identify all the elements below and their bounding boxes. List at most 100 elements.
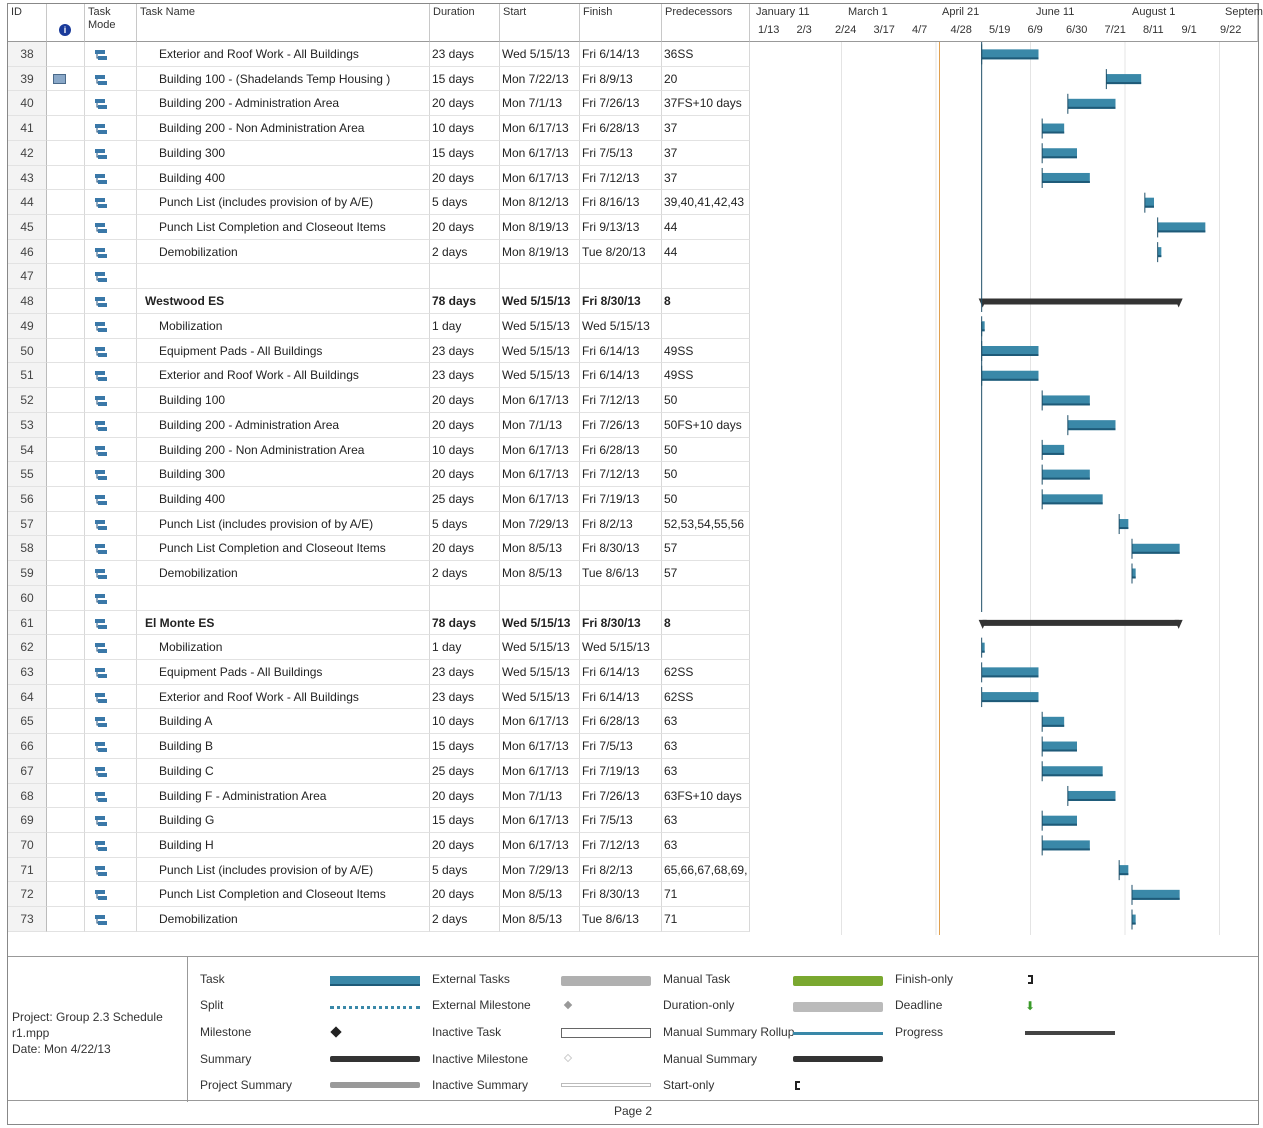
row-predecessors[interactable]: 20 bbox=[662, 66, 750, 92]
row-indicators[interactable] bbox=[47, 734, 85, 759]
row-indicators[interactable] bbox=[47, 857, 85, 883]
row-id[interactable]: 54 bbox=[8, 437, 47, 463]
row-finish[interactable] bbox=[580, 585, 662, 611]
row-task-mode[interactable] bbox=[85, 363, 137, 389]
row-task-name[interactable]: Building 400 bbox=[137, 165, 430, 191]
row-task-mode[interactable] bbox=[85, 289, 137, 314]
row-id[interactable]: 66 bbox=[8, 734, 47, 759]
row-start[interactable]: Wed 5/15/13 bbox=[500, 635, 580, 660]
row-indicators[interactable] bbox=[47, 585, 85, 611]
row-start[interactable]: Mon 6/17/13 bbox=[500, 116, 580, 141]
row-id[interactable]: 68 bbox=[8, 783, 47, 809]
row-predecessors[interactable]: 44 bbox=[662, 215, 750, 240]
row-id[interactable]: 60 bbox=[8, 585, 47, 611]
row-id[interactable]: 53 bbox=[8, 412, 47, 438]
row-predecessors[interactable]: 71 bbox=[662, 882, 750, 908]
row-indicators[interactable] bbox=[47, 239, 85, 265]
row-task-name[interactable]: Equipment Pads - All Buildings bbox=[137, 338, 430, 364]
row-predecessors[interactable]: 8 bbox=[662, 610, 750, 636]
row-indicators[interactable] bbox=[47, 660, 85, 685]
row-id[interactable]: 71 bbox=[8, 857, 47, 883]
row-finish[interactable]: Fri 8/30/13 bbox=[580, 289, 662, 314]
row-start[interactable]: Mon 6/17/13 bbox=[500, 165, 580, 191]
row-predecessors[interactable]: 62SS bbox=[662, 660, 750, 685]
row-id[interactable]: 64 bbox=[8, 684, 47, 710]
row-start[interactable]: Wed 5/15/13 bbox=[500, 363, 580, 389]
row-duration[interactable]: 15 days bbox=[430, 140, 500, 166]
row-id[interactable]: 67 bbox=[8, 758, 47, 784]
row-finish[interactable]: Fri 6/14/13 bbox=[580, 684, 662, 710]
row-task-name[interactable]: Building 100 bbox=[137, 388, 430, 413]
row-task-name[interactable]: Building 200 - Administration Area bbox=[137, 412, 430, 438]
row-task-mode[interactable] bbox=[85, 709, 137, 735]
row-indicators[interactable] bbox=[47, 758, 85, 784]
row-finish[interactable]: Fri 7/12/13 bbox=[580, 165, 662, 191]
row-id[interactable]: 45 bbox=[8, 215, 47, 240]
row-predecessors[interactable]: 52,53,54,55,56 bbox=[662, 511, 750, 537]
row-finish[interactable]: Fri 7/12/13 bbox=[580, 462, 662, 487]
row-indicators[interactable] bbox=[47, 66, 85, 92]
row-task-mode[interactable] bbox=[85, 660, 137, 685]
row-id[interactable]: 50 bbox=[8, 338, 47, 364]
row-task-mode[interactable] bbox=[85, 140, 137, 166]
row-predecessors[interactable]: 65,66,67,68,69, bbox=[662, 857, 750, 883]
row-id[interactable]: 49 bbox=[8, 313, 47, 339]
row-finish[interactable]: Fri 6/28/13 bbox=[580, 437, 662, 463]
row-start[interactable]: Mon 8/5/13 bbox=[500, 536, 580, 562]
row-duration[interactable]: 15 days bbox=[430, 734, 500, 759]
row-start[interactable]: Wed 5/15/13 bbox=[500, 289, 580, 314]
row-indicators[interactable] bbox=[47, 536, 85, 562]
row-finish[interactable]: Fri 8/9/13 bbox=[580, 66, 662, 92]
row-task-name[interactable]: Punch List (includes provision of by A/E… bbox=[137, 511, 430, 537]
row-task-name[interactable]: Building G bbox=[137, 808, 430, 834]
row-indicators[interactable] bbox=[47, 165, 85, 191]
row-predecessors[interactable]: 50FS+10 days bbox=[662, 412, 750, 438]
row-duration[interactable]: 20 days bbox=[430, 388, 500, 413]
row-task-name[interactable]: Building 200 - Administration Area bbox=[137, 91, 430, 117]
row-predecessors[interactable]: 37 bbox=[662, 140, 750, 166]
row-task-mode[interactable] bbox=[85, 635, 137, 660]
row-start[interactable]: Mon 6/17/13 bbox=[500, 140, 580, 166]
row-predecessors[interactable]: 36SS bbox=[662, 42, 750, 67]
row-id[interactable]: 62 bbox=[8, 635, 47, 660]
row-task-mode[interactable] bbox=[85, 783, 137, 809]
row-duration[interactable]: 20 days bbox=[430, 536, 500, 562]
row-predecessors[interactable]: 62SS bbox=[662, 684, 750, 710]
row-task-mode[interactable] bbox=[85, 66, 137, 92]
row-id[interactable]: 58 bbox=[8, 536, 47, 562]
row-task-mode[interactable] bbox=[85, 808, 137, 834]
row-indicators[interactable] bbox=[47, 907, 85, 932]
row-task-name[interactable]: Mobilization bbox=[137, 635, 430, 660]
row-finish[interactable]: Fri 7/26/13 bbox=[580, 412, 662, 438]
row-task-mode[interactable] bbox=[85, 215, 137, 240]
row-task-mode[interactable] bbox=[85, 388, 137, 413]
row-predecessors[interactable]: 57 bbox=[662, 536, 750, 562]
row-finish[interactable]: Fri 6/28/13 bbox=[580, 709, 662, 735]
row-task-mode[interactable] bbox=[85, 462, 137, 487]
row-task-mode[interactable] bbox=[85, 264, 137, 290]
row-predecessors[interactable]: 49SS bbox=[662, 363, 750, 389]
row-task-name[interactable]: Building 300 bbox=[137, 462, 430, 487]
row-id[interactable]: 38 bbox=[8, 42, 47, 67]
row-finish[interactable]: Fri 6/14/13 bbox=[580, 338, 662, 364]
row-task-name[interactable]: Building 100 - (Shadelands Temp Housing … bbox=[137, 66, 430, 92]
row-duration[interactable]: 20 days bbox=[430, 462, 500, 487]
row-start[interactable]: Wed 5/15/13 bbox=[500, 660, 580, 685]
row-task-name[interactable]: Mobilization bbox=[137, 313, 430, 339]
row-task-name[interactable]: Building 200 - Non Administration Area bbox=[137, 116, 430, 141]
row-id[interactable]: 55 bbox=[8, 462, 47, 487]
row-id[interactable]: 51 bbox=[8, 363, 47, 389]
row-predecessors[interactable]: 37 bbox=[662, 116, 750, 141]
row-id[interactable]: 56 bbox=[8, 486, 47, 512]
row-predecessors[interactable] bbox=[662, 585, 750, 611]
row-task-name[interactable]: Building B bbox=[137, 734, 430, 759]
row-finish[interactable]: Fri 8/16/13 bbox=[580, 190, 662, 216]
row-task-name[interactable]: Equipment Pads - All Buildings bbox=[137, 660, 430, 685]
row-finish[interactable]: Fri 6/28/13 bbox=[580, 116, 662, 141]
row-duration[interactable]: 23 days bbox=[430, 684, 500, 710]
row-duration[interactable]: 5 days bbox=[430, 857, 500, 883]
row-indicators[interactable] bbox=[47, 313, 85, 339]
row-indicators[interactable] bbox=[47, 833, 85, 858]
row-duration[interactable] bbox=[430, 585, 500, 611]
row-id[interactable]: 48 bbox=[8, 289, 47, 314]
